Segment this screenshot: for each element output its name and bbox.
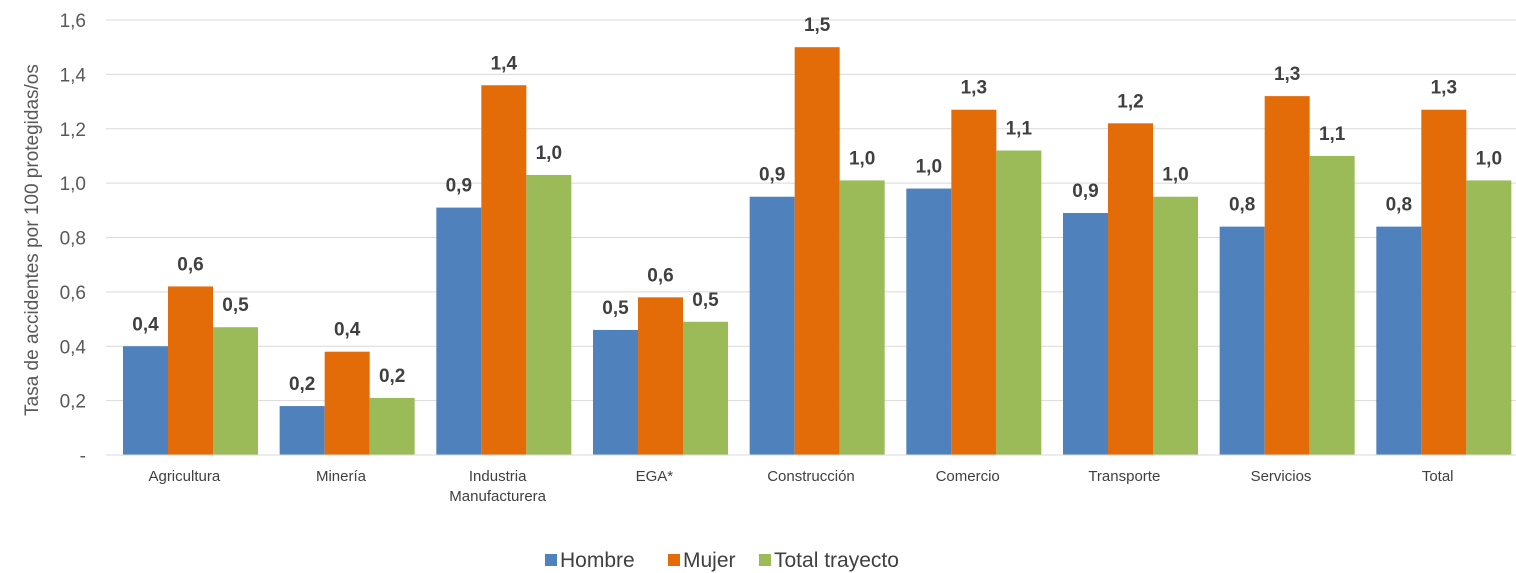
legend-label: Total trayecto [774, 549, 899, 572]
category-label: EGA* [636, 468, 674, 485]
y-axis-label: Tasa de accidentes por 100 protegidas/os [22, 64, 43, 416]
y-tick-label: 1,4 [60, 65, 87, 86]
bar [481, 85, 527, 455]
bar [1108, 123, 1153, 455]
category-label: Minería [316, 468, 367, 485]
bar [436, 207, 482, 455]
category-label: Comercio [936, 468, 1000, 485]
bar [951, 109, 997, 455]
legend-label: Hombre [560, 549, 635, 572]
y-tick-label: - [80, 446, 86, 467]
y-tick-label: 1,6 [60, 11, 86, 32]
bar [1153, 196, 1198, 455]
data-label: 1,4 [491, 53, 518, 74]
data-label: 0,4 [132, 314, 159, 335]
y-tick-label: 0,8 [60, 229, 86, 250]
category-label: Agricultura [148, 468, 220, 485]
bar [1309, 155, 1355, 455]
y-tick-label: 1,2 [60, 120, 86, 141]
data-label: 0,4 [334, 320, 361, 341]
data-label: 0,9 [446, 176, 472, 197]
bar [213, 327, 258, 455]
bar [1219, 226, 1265, 455]
bars [123, 47, 1512, 455]
data-label: 0,6 [177, 254, 203, 275]
legend-label: Mujer [683, 549, 736, 572]
bar [906, 188, 952, 455]
y-tick-label: 0,6 [60, 283, 86, 304]
bar [1466, 180, 1512, 455]
category-labels: Agricultura Minería Industria Manufacturera… [148, 468, 1453, 505]
data-label: 1,0 [849, 148, 875, 169]
data-label: 1,3 [1274, 64, 1300, 85]
legend-swatch [545, 554, 557, 566]
data-label: 0,2 [289, 374, 315, 395]
data-label: 1,5 [804, 15, 831, 36]
data-labels: 0,4 0,2 0,9 0,5 0,9 1,0 0,9 0,8 0,8 0,6 0,4 1,4 0,6 1… [132, 15, 1502, 395]
bar [526, 174, 572, 455]
data-label: 0,9 [1072, 181, 1098, 202]
data-label: 1,0 [1162, 165, 1188, 186]
category-label: Construcción [767, 468, 855, 485]
category-label: Total [1422, 468, 1454, 485]
bar [324, 351, 370, 455]
category-label: Servicios [1251, 468, 1312, 485]
data-label: 1,0 [1476, 148, 1502, 169]
bar [683, 321, 728, 455]
bar [1376, 226, 1422, 455]
data-label: 1,2 [1117, 91, 1143, 112]
bar [839, 180, 885, 455]
legend: Hombre Mujer Total trayecto [545, 549, 899, 572]
data-label: 0,8 [1386, 195, 1412, 216]
data-label: 1,0 [536, 143, 562, 164]
bar [123, 346, 168, 455]
bar [749, 196, 795, 455]
y-tick-label: 0,4 [60, 337, 87, 358]
bar [279, 406, 325, 455]
data-label: 0,6 [647, 265, 673, 286]
data-label: 1,0 [916, 157, 942, 178]
data-label: 1,1 [1006, 119, 1033, 140]
y-tick-label: 1,0 [60, 174, 86, 195]
data-label: 0,5 [692, 290, 719, 311]
bar [1264, 96, 1310, 455]
bar [369, 397, 415, 455]
bar [638, 297, 683, 455]
bar [1421, 109, 1467, 455]
bar [1063, 213, 1108, 455]
data-label: 0,2 [379, 366, 405, 387]
data-label: 0,5 [602, 298, 629, 319]
data-label: 1,3 [961, 78, 987, 99]
category-label: Industria Manufacturera [449, 468, 546, 505]
legend-swatch [668, 554, 680, 566]
bar [593, 329, 638, 455]
y-axis-ticks: - 0,2 0,4 0,6 0,8 1,0 1,2 1,4 1,6 [60, 11, 87, 467]
category-label: Transporte [1088, 468, 1160, 485]
legend-swatch [759, 554, 771, 566]
data-label: 0,5 [222, 295, 249, 316]
bar [996, 150, 1042, 455]
y-tick-label: 0,2 [60, 392, 86, 413]
bar [794, 47, 840, 455]
data-label: 0,9 [759, 165, 785, 186]
data-label: 0,8 [1229, 195, 1255, 216]
data-label: 1,1 [1319, 124, 1346, 145]
data-label: 1,3 [1431, 78, 1457, 99]
bar [168, 286, 213, 455]
